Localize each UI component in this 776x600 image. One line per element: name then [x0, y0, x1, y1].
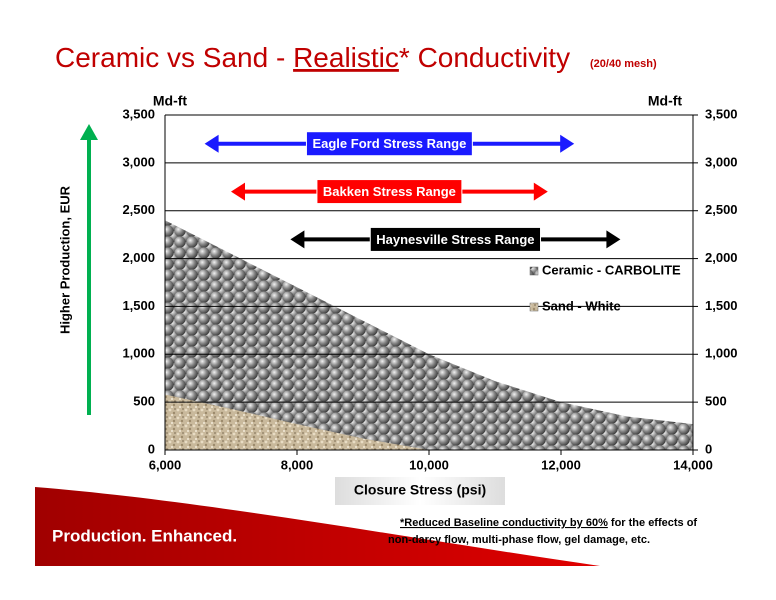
- area: [165, 394, 429, 450]
- y-arrow-head: [80, 124, 98, 140]
- arrow-head: [204, 134, 219, 153]
- y2-tick-label: 500: [705, 394, 727, 409]
- x-tick-label: 6,000: [149, 457, 182, 472]
- legend-swatch: [529, 302, 539, 312]
- y2-tick-label: 2,500: [705, 202, 738, 217]
- y-unit: Md-ft: [153, 93, 188, 109]
- footnote: *Reduced Baseline conductivity by 60% fo…: [400, 517, 697, 529]
- legend-label: Ceramic - CARBOLITE: [542, 262, 681, 277]
- x-label-box: [335, 477, 505, 505]
- y2-tick-label: 1,000: [705, 346, 738, 361]
- footnote: non-darcy flow, multi-phase flow, gel da…: [388, 534, 650, 546]
- y-tick-label: 2,500: [122, 202, 155, 217]
- legend-label: Sand - White: [542, 298, 621, 313]
- y-tick-label: 1,000: [122, 346, 155, 361]
- x-tick-label: 12,000: [541, 457, 581, 472]
- y2-unit: Md-ft: [648, 93, 683, 109]
- arrow-head: [606, 230, 621, 249]
- y2-tick-label: 3,500: [705, 106, 738, 121]
- plot-area: [165, 220, 693, 450]
- y2-tick-label: 3,000: [705, 154, 738, 169]
- area: [165, 220, 693, 450]
- y-tick-label: 2,000: [122, 250, 155, 265]
- y2-tick-label: 2,000: [705, 250, 738, 265]
- y-tick-label: 3,000: [122, 154, 155, 169]
- x-axis-label: Closure Stress (psi): [354, 482, 486, 498]
- range-label: Haynesville Stress Range: [376, 232, 534, 247]
- range-label: Bakken Stress Range: [323, 184, 456, 199]
- range-label: Eagle Ford Stress Range: [312, 136, 466, 151]
- range-label-box: [305, 131, 473, 157]
- legend-swatch: [529, 266, 539, 276]
- y-tick-label: 0: [148, 441, 155, 456]
- chart-subtitle: (20/40 mesh): [590, 58, 657, 70]
- y-axis-label: Higher Production, EUR: [57, 185, 72, 334]
- y2-tick-label: 0: [705, 441, 712, 456]
- x-tick-label: 14,000: [673, 457, 713, 472]
- y-tick-label: 500: [133, 394, 155, 409]
- x-tick-label: 10,000: [409, 457, 449, 472]
- chart-title: Ceramic vs Sand - Realistic* Conductivit…: [55, 42, 570, 73]
- arrow-head: [533, 182, 548, 201]
- arrow-head: [560, 134, 575, 153]
- x-tick-label: 8,000: [281, 457, 314, 472]
- footer-text: Production. Enhanced.: [52, 526, 237, 545]
- range-label-box: [316, 179, 463, 205]
- footer-swoosh: [35, 487, 600, 566]
- y-tick-label: 1,500: [122, 298, 155, 313]
- y2-tick-label: 1,500: [705, 298, 738, 313]
- range-label-box: [369, 226, 542, 252]
- arrow-head: [231, 182, 245, 201]
- arrow-head: [290, 230, 305, 249]
- y-tick-label: 3,500: [122, 106, 155, 121]
